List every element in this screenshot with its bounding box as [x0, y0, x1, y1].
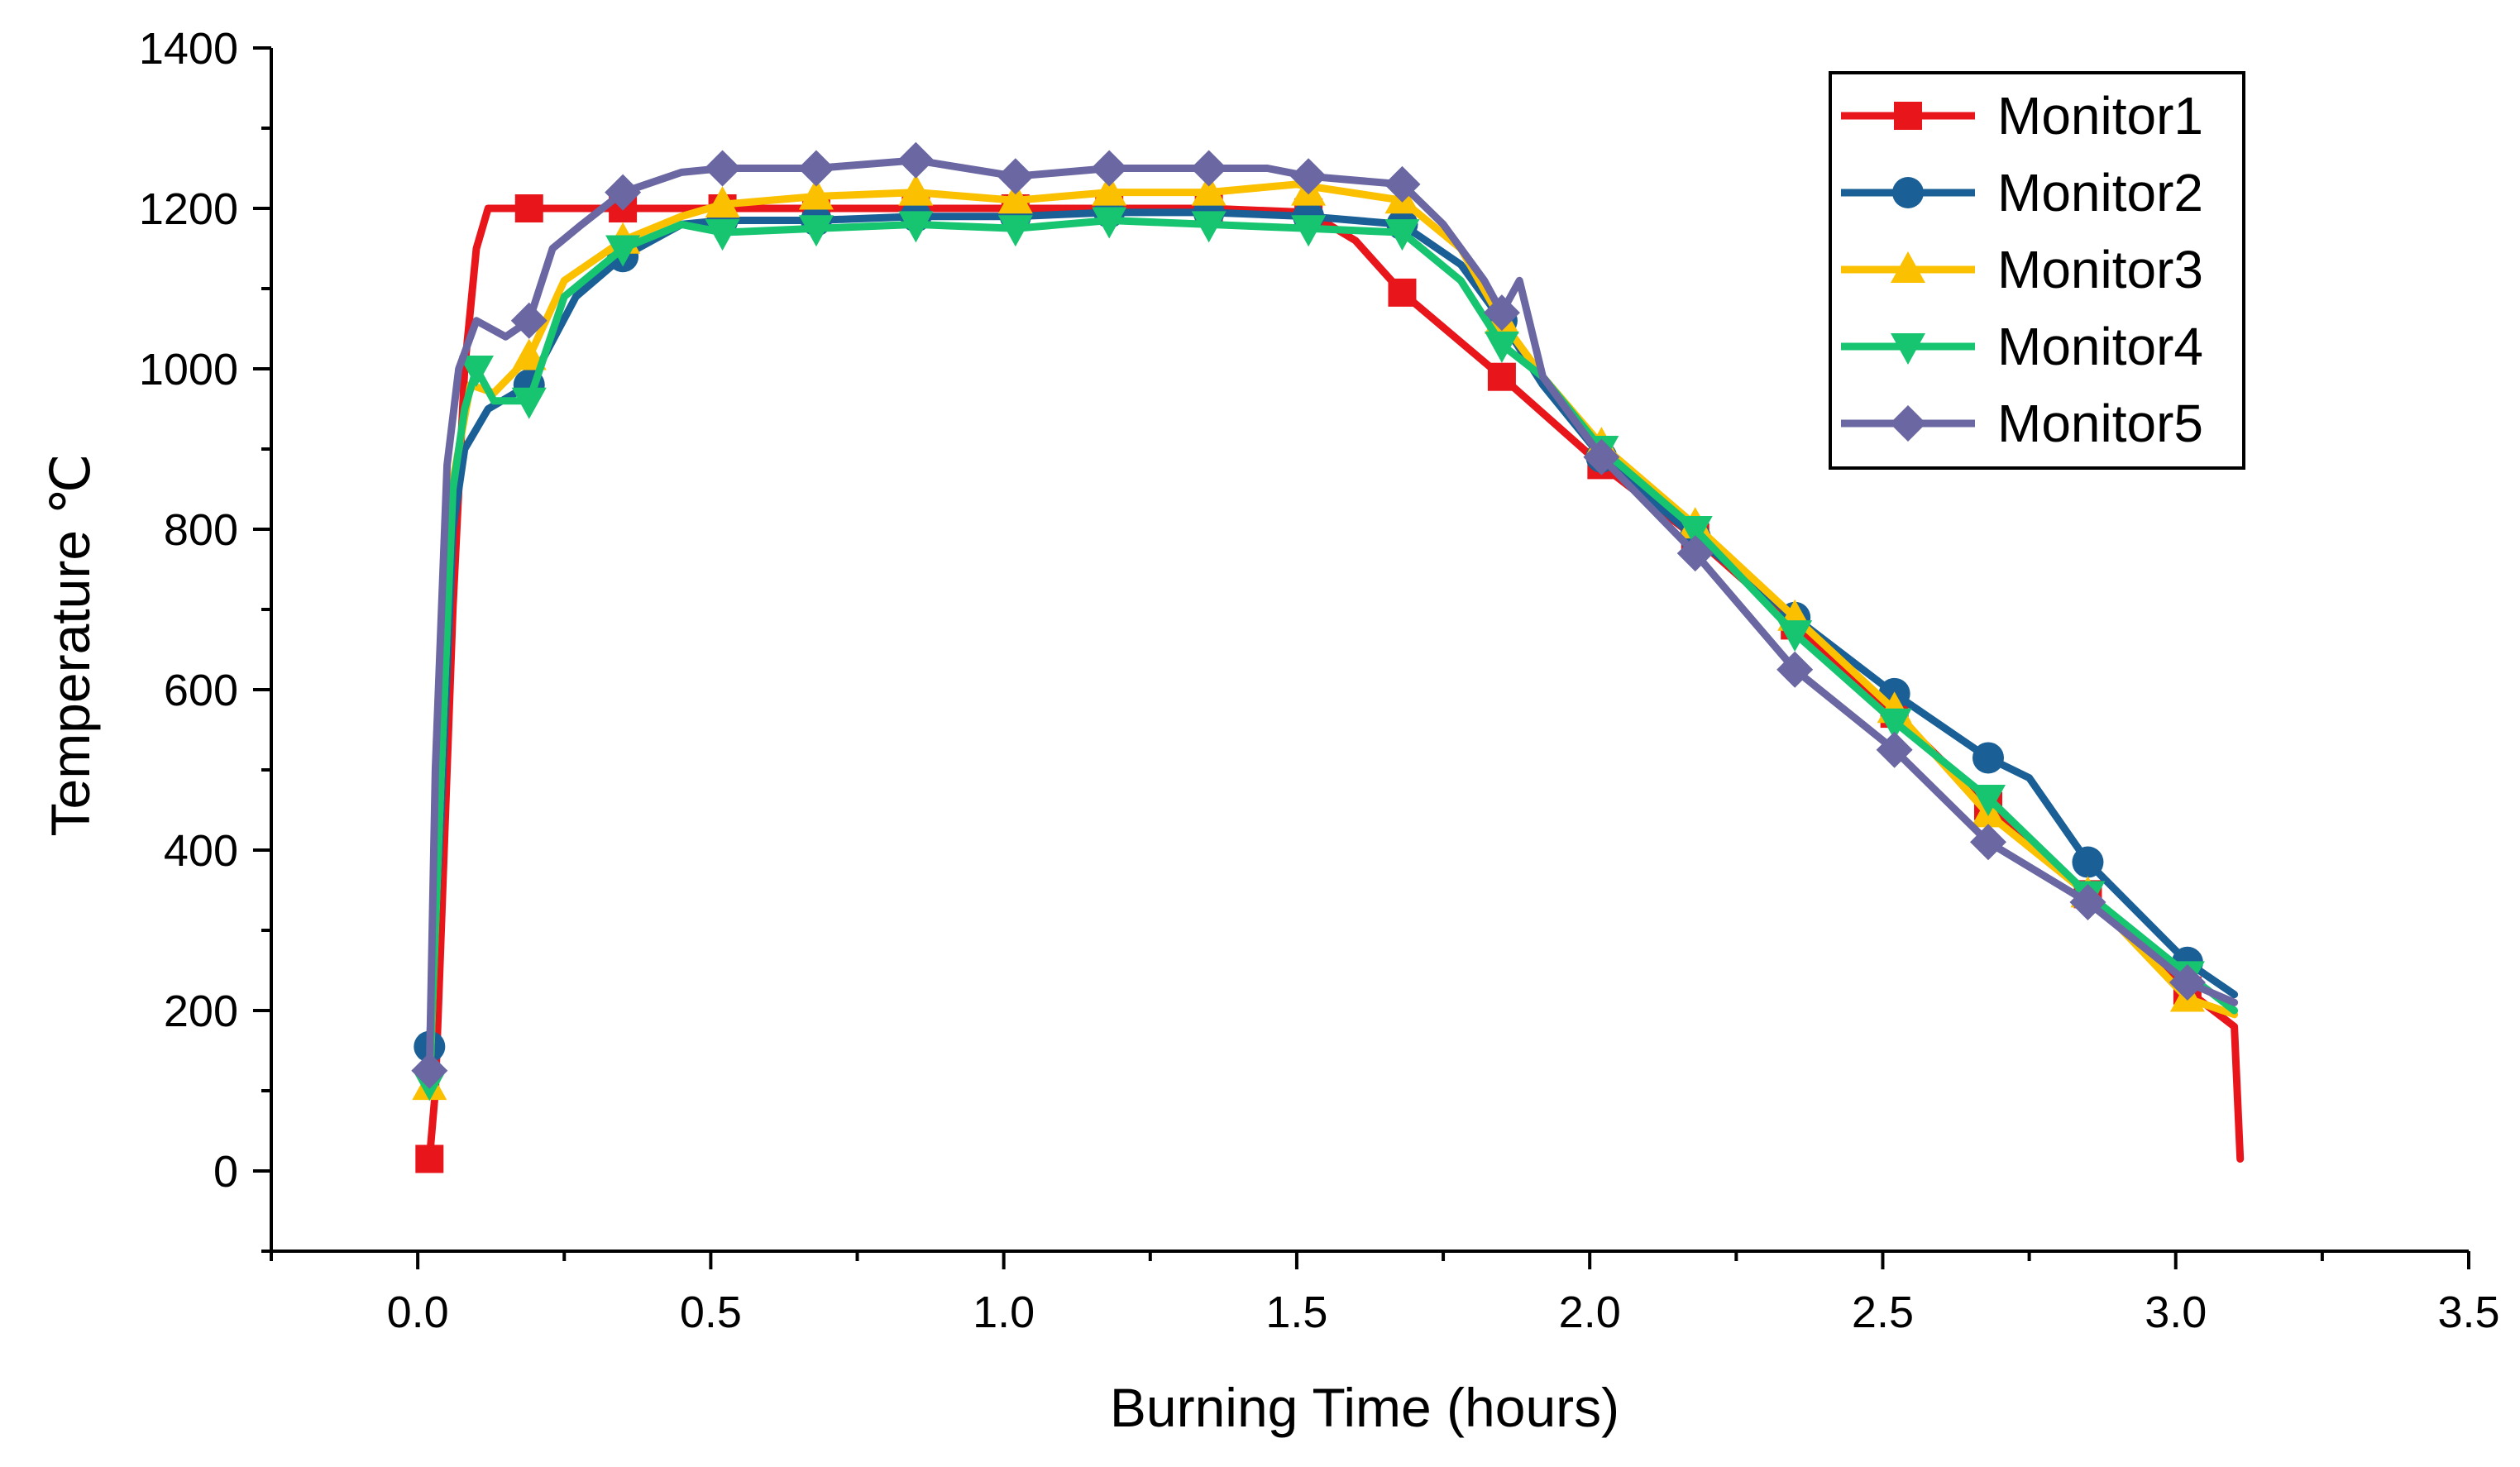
- y-tick-label: 1200: [139, 184, 238, 234]
- data-point: [898, 174, 934, 206]
- legend-marker: [1892, 177, 1924, 208]
- data-point: [1972, 742, 2005, 774]
- data-point: [1384, 219, 1420, 251]
- series-monitor5: [411, 141, 2239, 1089]
- legend-label: Monitor5: [1997, 394, 2203, 453]
- x-tick-label: 3.5: [2437, 1288, 2499, 1337]
- data-point: [997, 158, 1034, 195]
- data-point: [1877, 708, 1912, 740]
- y-tick-label: 1400: [139, 24, 238, 74]
- data-point: [1876, 731, 1913, 768]
- y-tick-label: 1000: [139, 345, 238, 394]
- data-point: [897, 141, 935, 179]
- series-monitor4: [412, 207, 2239, 1101]
- legend-marker: [1891, 251, 1925, 283]
- data-point: [1092, 207, 1127, 239]
- y-tick-label: 200: [164, 987, 238, 1036]
- data-point: [1483, 294, 1520, 332]
- data-point: [798, 178, 834, 210]
- x-tick-label: 3.0: [2145, 1288, 2207, 1337]
- data-point: [511, 387, 547, 419]
- x-tick-label: 2.5: [1852, 1288, 1914, 1337]
- data-point: [510, 302, 548, 339]
- data-point: [411, 1052, 448, 1089]
- data-point: [1384, 165, 1421, 203]
- data-point: [415, 1144, 444, 1173]
- data-point: [997, 215, 1033, 247]
- data-point: [1092, 174, 1127, 206]
- data-point: [1484, 331, 1519, 363]
- x-tick-label: 0.0: [387, 1288, 449, 1337]
- legend-marker: [1894, 102, 1922, 130]
- x-tick-label: 1.0: [973, 1288, 1035, 1337]
- data-point: [898, 211, 934, 243]
- x-tick-label: 0.5: [680, 1288, 742, 1337]
- legend-item-monitor3: Monitor3: [1841, 240, 2203, 299]
- data-point: [797, 150, 834, 187]
- x-tick-label: 2.0: [1559, 1288, 1621, 1337]
- legend-item-monitor4: Monitor4: [1841, 317, 2203, 376]
- data-point: [1677, 516, 1713, 547]
- data-point: [1290, 158, 1327, 195]
- data-point: [2072, 846, 2104, 878]
- data-point: [1091, 150, 1128, 187]
- data-point: [1777, 620, 1813, 652]
- data-point: [458, 356, 494, 387]
- data-point: [605, 174, 642, 211]
- legend-label: Monitor4: [1997, 317, 2203, 376]
- data-point: [605, 235, 641, 267]
- y-axis-title: Temperature ℃: [40, 454, 101, 837]
- data-point: [1970, 824, 2007, 861]
- legend-marker: [1890, 405, 1926, 442]
- legend-label: Monitor1: [1997, 86, 2203, 146]
- legend-item-monitor5: Monitor5: [1841, 394, 2203, 453]
- data-point: [514, 194, 543, 222]
- series-line: [425, 180, 2239, 1091]
- x-axis-title: Burning Time (hours): [1110, 1377, 1619, 1438]
- y-tick-label: 600: [164, 666, 238, 715]
- legend-marker: [1891, 333, 1925, 365]
- data-point: [798, 215, 834, 247]
- legend-label: Monitor2: [1997, 163, 2203, 222]
- data-point: [1971, 784, 2006, 816]
- data-point: [511, 338, 547, 370]
- data-point: [1776, 651, 1814, 688]
- data-point: [2069, 884, 2106, 921]
- y-tick-label: 0: [213, 1147, 238, 1197]
- data-point: [1487, 362, 1516, 391]
- data-point: [704, 150, 741, 187]
- data-point: [1583, 438, 1620, 475]
- legend-item-monitor1: Monitor1: [1841, 86, 2203, 146]
- data-point: [1388, 278, 1417, 307]
- data-point: [1191, 211, 1227, 243]
- x-tick-label: 1.5: [1265, 1288, 1327, 1337]
- legend-item-monitor2: Monitor2: [1841, 163, 2203, 222]
- data-point: [705, 219, 740, 251]
- data-point: [1190, 150, 1227, 187]
- data-point: [1291, 215, 1327, 247]
- data-point: [1676, 535, 1714, 572]
- data-point: [997, 182, 1033, 214]
- data-point: [2169, 964, 2206, 1001]
- data-point: [1191, 174, 1227, 206]
- y-tick-label: 400: [164, 826, 238, 876]
- legend-label: Monitor3: [1997, 240, 2203, 299]
- data-point: [705, 186, 740, 218]
- y-tick-label: 800: [164, 505, 238, 555]
